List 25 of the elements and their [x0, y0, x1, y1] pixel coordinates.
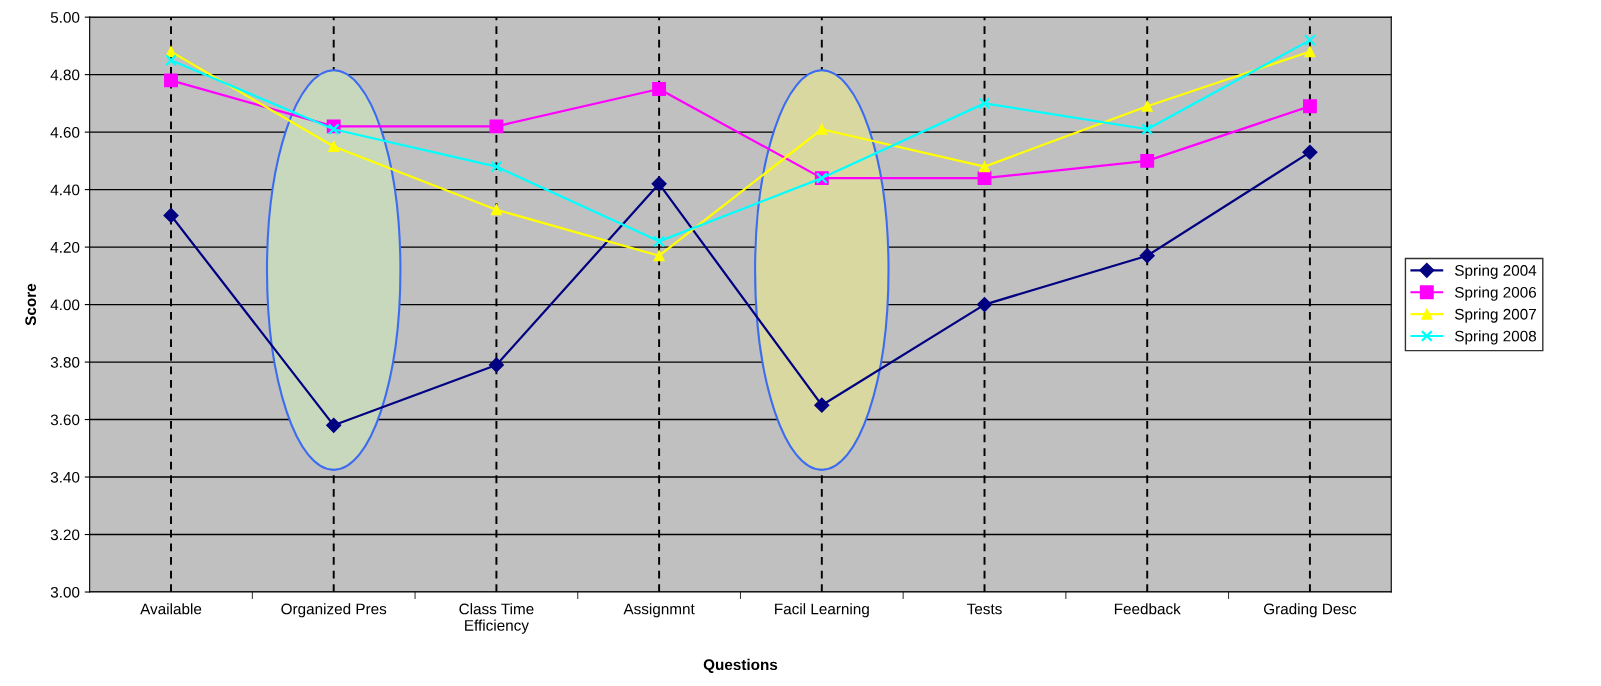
legend-label: Spring 2004	[1455, 264, 1537, 279]
y-tick-label: 4.40	[50, 184, 80, 196]
x-tick-label: Available	[140, 603, 202, 615]
y-tick-label: 4.00	[50, 299, 80, 311]
y-tick-label: 3.80	[50, 356, 80, 368]
x-axis-title: Questions	[703, 658, 778, 673]
x-tick-label: Tests	[967, 603, 1002, 615]
x-tick-label: Organized Pres	[281, 603, 387, 618]
y-tick-label: 3.00	[50, 586, 80, 598]
x-tick-label: Facil Learning	[775, 603, 869, 618]
y-tick-label: 3.40	[50, 471, 80, 483]
legend-label: Spring 2006	[1455, 286, 1537, 301]
legend-label: Spring 2008	[1455, 330, 1537, 345]
y-tick-label: 3.20	[50, 529, 80, 541]
y-axis-title: Score	[25, 283, 37, 326]
legend-label: Spring 2007	[1455, 308, 1536, 323]
y-tick-label: 3.60	[50, 414, 80, 426]
y-tick-label: 4.20	[50, 241, 80, 253]
y-tick-label: 4.60	[50, 126, 80, 138]
y-tick-label: 5.00	[50, 12, 80, 23]
x-tick-label: Class Time Efficiency	[459, 603, 534, 634]
x-tick-label: Feedback	[1114, 603, 1181, 615]
y-tick-label: 4.80	[50, 69, 80, 81]
x-tick-label: Grading Desc	[1263, 603, 1357, 618]
x-tick-label: Assignmnt	[623, 603, 695, 618]
